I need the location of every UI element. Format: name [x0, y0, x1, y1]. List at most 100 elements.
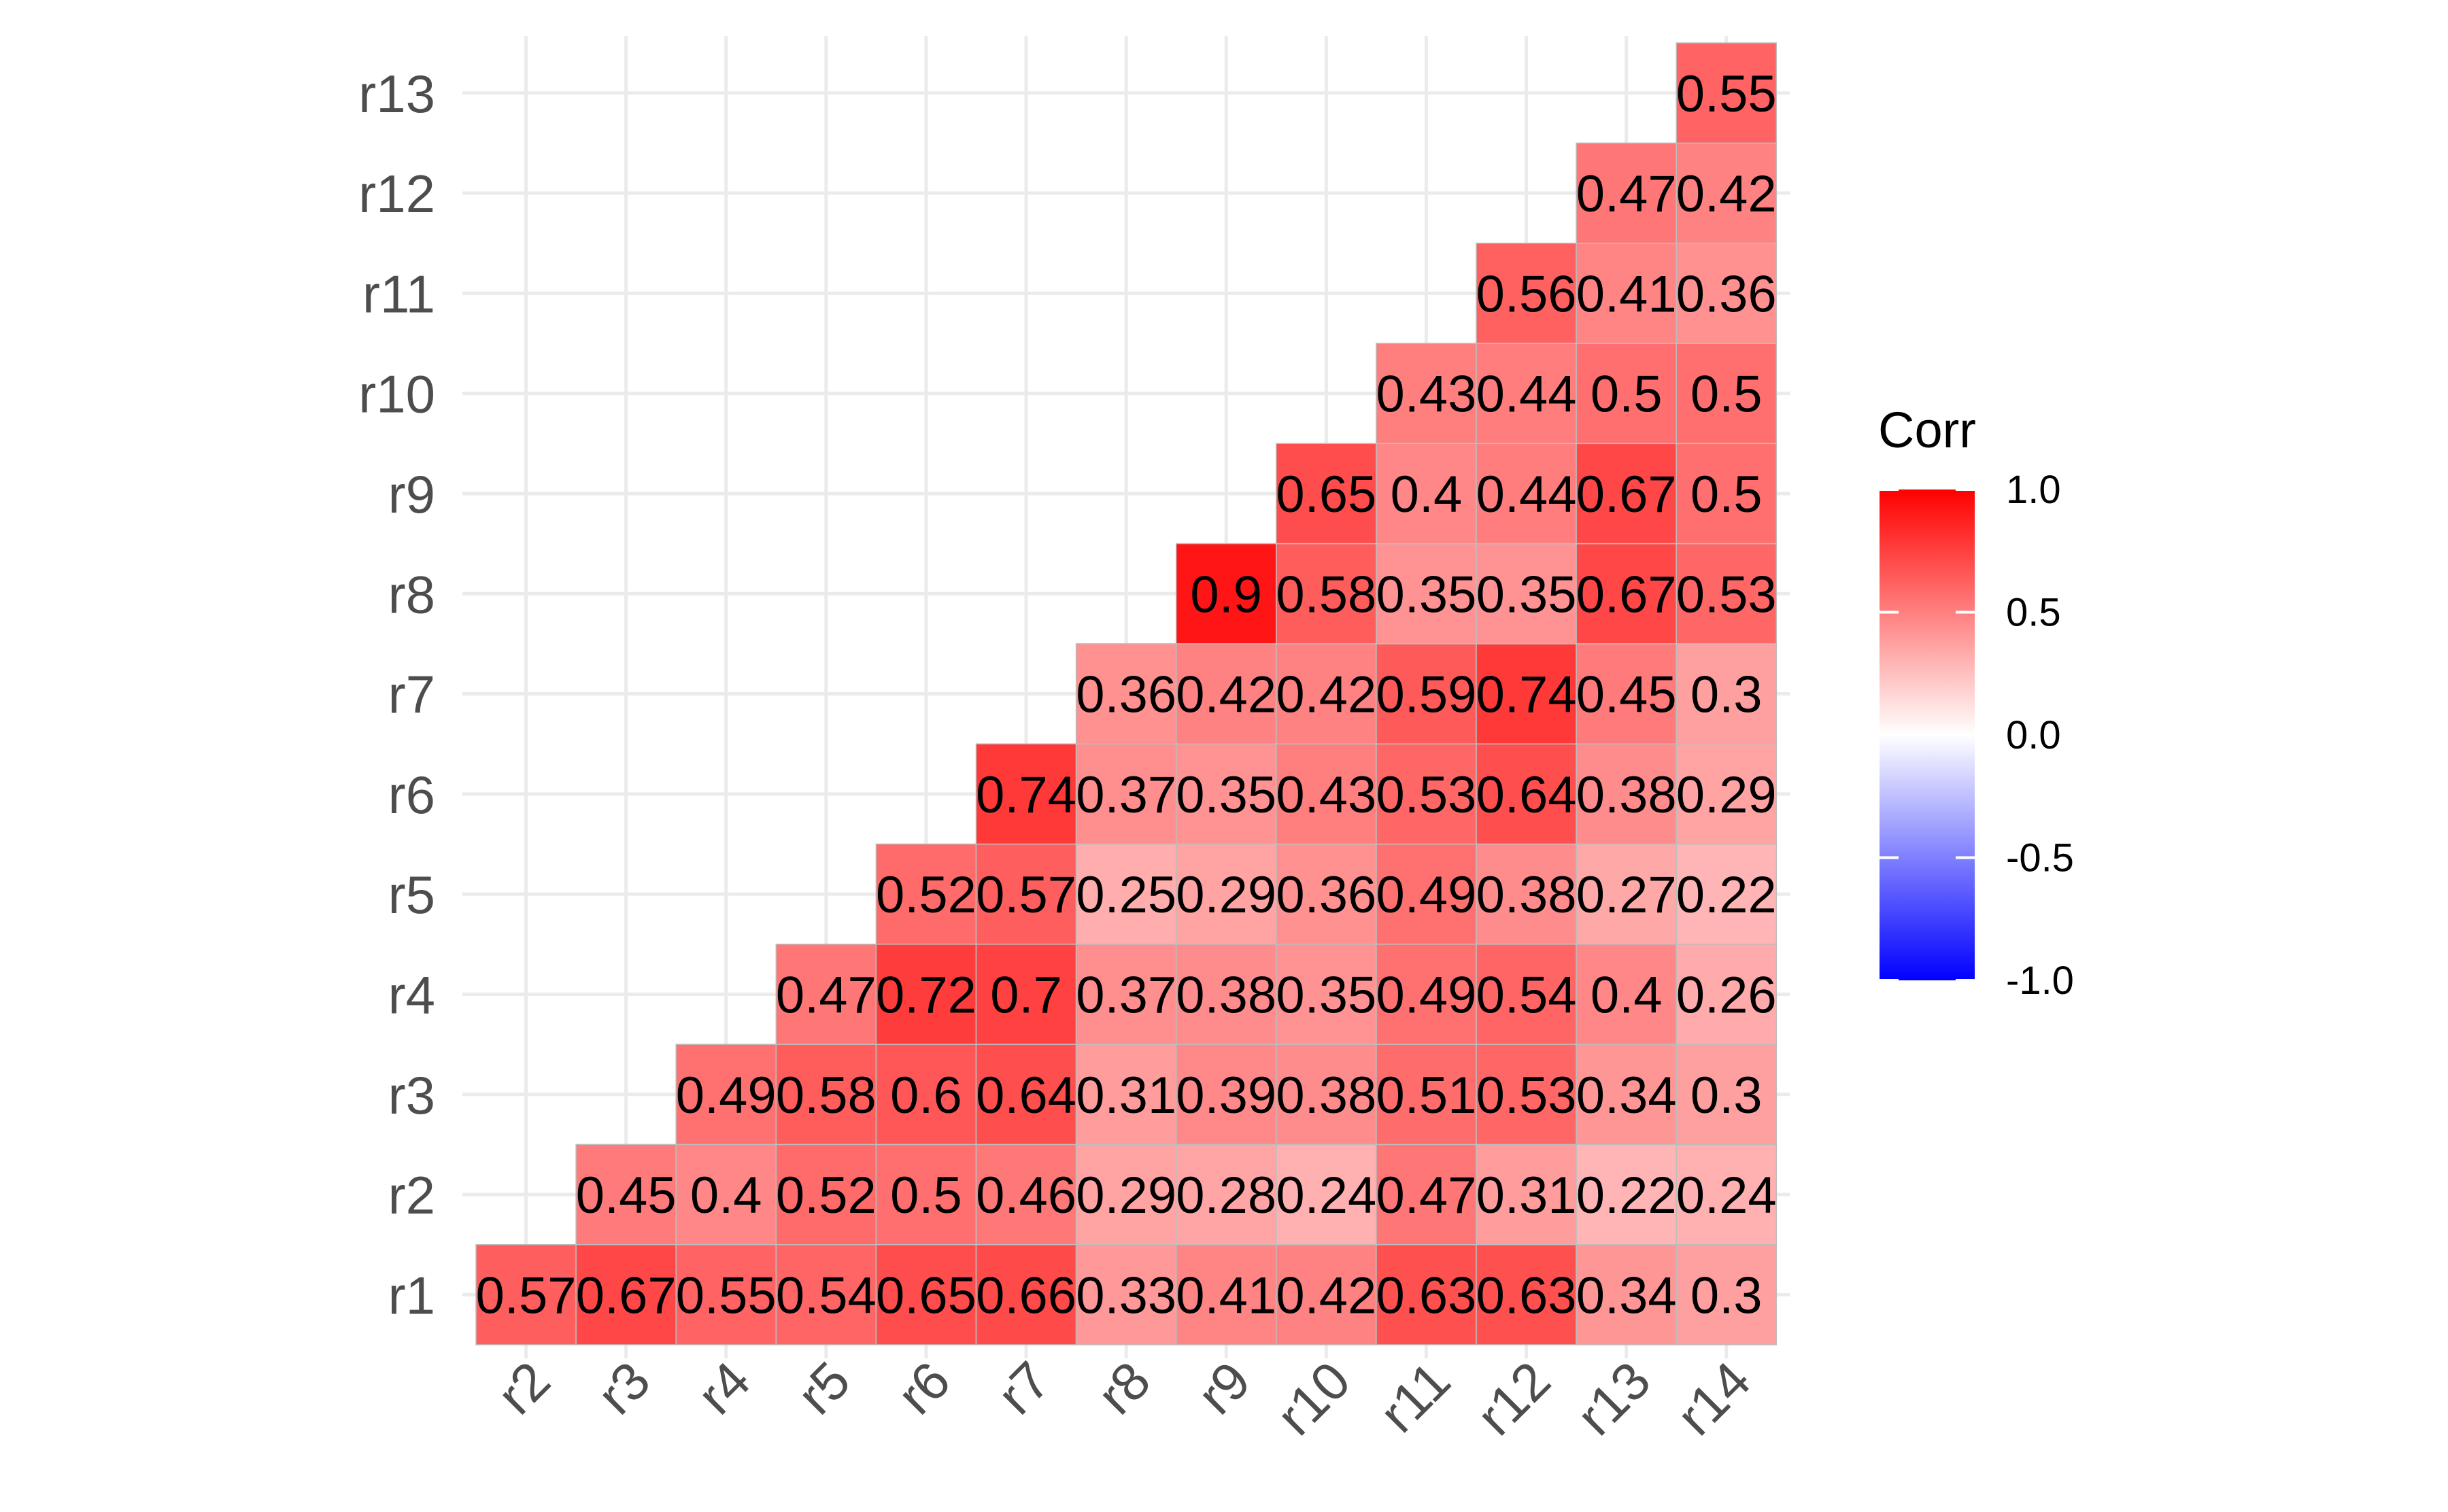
heatmap-cell-r9-r11: [1376, 443, 1477, 545]
cell-label-r11-r13: 0.41: [1576, 265, 1677, 323]
heatmap-cell-r3-r7: [975, 1044, 1077, 1146]
heatmap-cell-r7-r12: [1476, 643, 1577, 744]
x-tick-r12: r12: [1465, 1350, 1562, 1447]
cell-label-r2-r14: 0.24: [1676, 1167, 1777, 1224]
heatmap-cell-r10-r12: [1476, 343, 1577, 445]
heatmap-cell-r1-r11: [1376, 1243, 1477, 1345]
cell-label-r10-r11: 0.43: [1376, 366, 1476, 424]
cell-label-r8-r14: 0.53: [1676, 566, 1777, 623]
heatmap-cell-r3-r6: [875, 1044, 977, 1146]
y-tick-r12: r12: [358, 164, 435, 224]
cell-label-r2-r5: 0.52: [776, 1167, 877, 1224]
cell-label-r2-r10: 0.24: [1276, 1167, 1376, 1224]
cell-label-r2-r12: 0.31: [1476, 1167, 1577, 1224]
cell-label-r7-r14: 0.3: [1690, 666, 1763, 724]
heatmap-cell-r4-r12: [1476, 944, 1577, 1045]
y-tick-r1: r1: [388, 1265, 435, 1325]
cell-label-r7-r12: 0.74: [1476, 666, 1577, 724]
cell-label-r9-r12: 0.44: [1476, 466, 1577, 523]
cell-label-r1-r14: 0.3: [1690, 1267, 1763, 1324]
cell-label-r1-r13: 0.34: [1576, 1267, 1677, 1324]
cell-label-r8-r10: 0.58: [1276, 566, 1376, 623]
cell-label-r5-r12: 0.38: [1476, 866, 1577, 924]
heatmap-cell-r3-r12: [1476, 1044, 1577, 1146]
heatmap-cell-r9-r12: [1476, 443, 1577, 545]
cell-label-r1-r6: 0.65: [876, 1267, 976, 1324]
cell-label-r1-r12: 0.63: [1476, 1267, 1577, 1324]
cell-label-r1-r8: 0.33: [1076, 1267, 1176, 1324]
cell-label-r2-r6: 0.5: [890, 1167, 962, 1224]
cell-label-r12-r14: 0.42: [1676, 165, 1777, 223]
heatmap-cell-r1-r7: [975, 1243, 1077, 1345]
cell-label-r1-r5: 0.54: [776, 1267, 877, 1324]
heatmap-cell-r10-r14: [1676, 343, 1778, 445]
heatmap-cell-r1-r2: [475, 1243, 577, 1345]
cell-label-r6-r10: 0.43: [1276, 766, 1376, 824]
heatmap-cell-r6-r11: [1376, 743, 1477, 845]
heatmap-cell-r1-r12: [1476, 1243, 1577, 1345]
cell-label-r6-r8: 0.37: [1076, 766, 1176, 824]
heatmap-cell-r7-r13: [1576, 643, 1677, 744]
cell-label-r1-r9: 0.41: [1176, 1267, 1276, 1324]
cell-label-r9-r11: 0.4: [1391, 466, 1463, 523]
legend-label-2: 0.0: [2006, 713, 2061, 757]
cell-label-r11-r12: 0.56: [1476, 265, 1577, 323]
x-tick-r14: r14: [1665, 1350, 1762, 1447]
cell-label-r7-r8: 0.36: [1076, 666, 1176, 724]
y-tick-r11: r11: [362, 264, 435, 324]
x-tick-r2: r2: [486, 1350, 561, 1426]
x-tick-r3: r3: [585, 1350, 661, 1426]
heatmap-cells: [475, 42, 1778, 1345]
cell-label-r8-r9: 0.9: [1190, 566, 1262, 623]
cell-label-r3-r12: 0.53: [1476, 1067, 1577, 1124]
heatmap-cell-r7-r9: [1175, 643, 1277, 744]
cell-label-r13-r14: 0.55: [1676, 65, 1777, 123]
cell-label-r7-r9: 0.42: [1176, 666, 1276, 724]
cell-label-r8-r13: 0.67: [1576, 566, 1677, 623]
heatmap-cell-r1-r4: [675, 1243, 777, 1345]
cell-label-r6-r9: 0.35: [1176, 766, 1276, 824]
heatmap-cell-r5-r14: [1676, 843, 1778, 945]
cell-label-r7-r13: 0.45: [1576, 666, 1677, 724]
heatmap-cell-r2-r4: [675, 1144, 777, 1245]
x-axis: r2 r3 r4 r5 r6 r7 r8 r9 r10 r11 r12 r13 r14: [486, 1350, 1761, 1447]
heatmap-cell-r4-r8: [1075, 944, 1177, 1045]
cell-label-r5-r9: 0.29: [1176, 866, 1276, 924]
y-axis: r1 r2 r3 r4 r5 r6 r7 r8 r9 r10 r11 r12 r13: [358, 64, 435, 1326]
legend-label-3: -0.5: [2006, 836, 2074, 880]
y-tick-r13: r13: [358, 64, 435, 124]
cell-label-r2-r9: 0.28: [1176, 1167, 1276, 1224]
cell-label-r3-r10: 0.38: [1276, 1067, 1376, 1124]
heatmap-cell-r5-r13: [1576, 843, 1677, 945]
cell-label-r3-r9: 0.39: [1176, 1067, 1276, 1124]
heatmap-cell-r13-r14: [1676, 42, 1778, 144]
heatmap-cell-r6-r13: [1576, 743, 1677, 845]
heatmap-cell-r2-r11: [1376, 1144, 1477, 1245]
cell-label-r5-r6: 0.52: [876, 866, 976, 924]
cell-label-r7-r11: 0.59: [1376, 666, 1476, 724]
heatmap-cell-r4-r10: [1276, 944, 1377, 1045]
x-tick-r4: r4: [686, 1350, 762, 1426]
cell-label-r6-r13: 0.38: [1576, 766, 1677, 824]
heatmap-cell-r4-r7: [975, 944, 1077, 1045]
cell-label-r5-r14: 0.22: [1676, 866, 1777, 924]
cell-label-r4-r8: 0.37: [1076, 966, 1176, 1024]
legend-ticks: 1.0 0.5 0.0 -0.5 -1.0: [1880, 468, 2074, 1003]
heatmap-cell-r4-r11: [1376, 944, 1477, 1045]
heatmap-cell-r1-r10: [1276, 1243, 1377, 1345]
heatmap-cell-r6-r12: [1476, 743, 1577, 845]
y-tick-r5: r5: [388, 865, 435, 925]
cell-label-r3-r4: 0.49: [676, 1067, 777, 1124]
cell-label-r8-r11: 0.35: [1376, 566, 1476, 623]
cell-label-r9-r13: 0.67: [1576, 466, 1677, 523]
heatmap-cell-r5-r8: [1075, 843, 1177, 945]
cell-label-r3-r7: 0.64: [976, 1067, 1076, 1124]
legend-label-0: 1.0: [2006, 468, 2061, 512]
legend-label-4: -1.0: [2006, 959, 2074, 1003]
heatmap-cell-r9-r10: [1276, 443, 1377, 545]
x-tick-r10: r10: [1265, 1350, 1361, 1447]
x-tick-r13: r13: [1565, 1350, 1662, 1447]
cell-label-r1-r3: 0.67: [576, 1267, 677, 1324]
heatmap-cell-r8-r11: [1376, 543, 1477, 645]
heatmap-cell-r1-r5: [775, 1243, 877, 1345]
